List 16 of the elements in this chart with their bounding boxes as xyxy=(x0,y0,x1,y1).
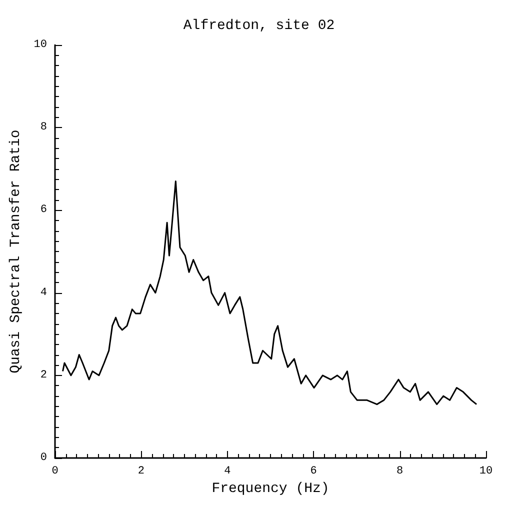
x-tick-label: 8 xyxy=(396,466,404,478)
y-tick-label: 4 xyxy=(40,286,48,299)
chart-title: Alfredton, site 02 xyxy=(183,18,335,34)
x-tick-label: 4 xyxy=(224,466,232,478)
x-tick-label: 2 xyxy=(138,466,145,478)
y-tick-label: 8 xyxy=(40,122,47,134)
y-tick-label: 2 xyxy=(40,369,47,382)
y-tick-label: 0 xyxy=(40,452,47,464)
y-tick-label: 6 xyxy=(40,204,47,216)
y-axis-title: Quasi Spectral Transfer Ratio xyxy=(8,130,24,374)
y-tick-label: 10 xyxy=(34,39,47,51)
x-tick-label: 0 xyxy=(52,466,58,478)
line-series xyxy=(62,180,478,406)
x-tick-label: 6 xyxy=(310,466,317,478)
x-tick-label: 10 xyxy=(479,466,493,478)
x-axis-title: Frequency (Hz) xyxy=(212,480,330,497)
